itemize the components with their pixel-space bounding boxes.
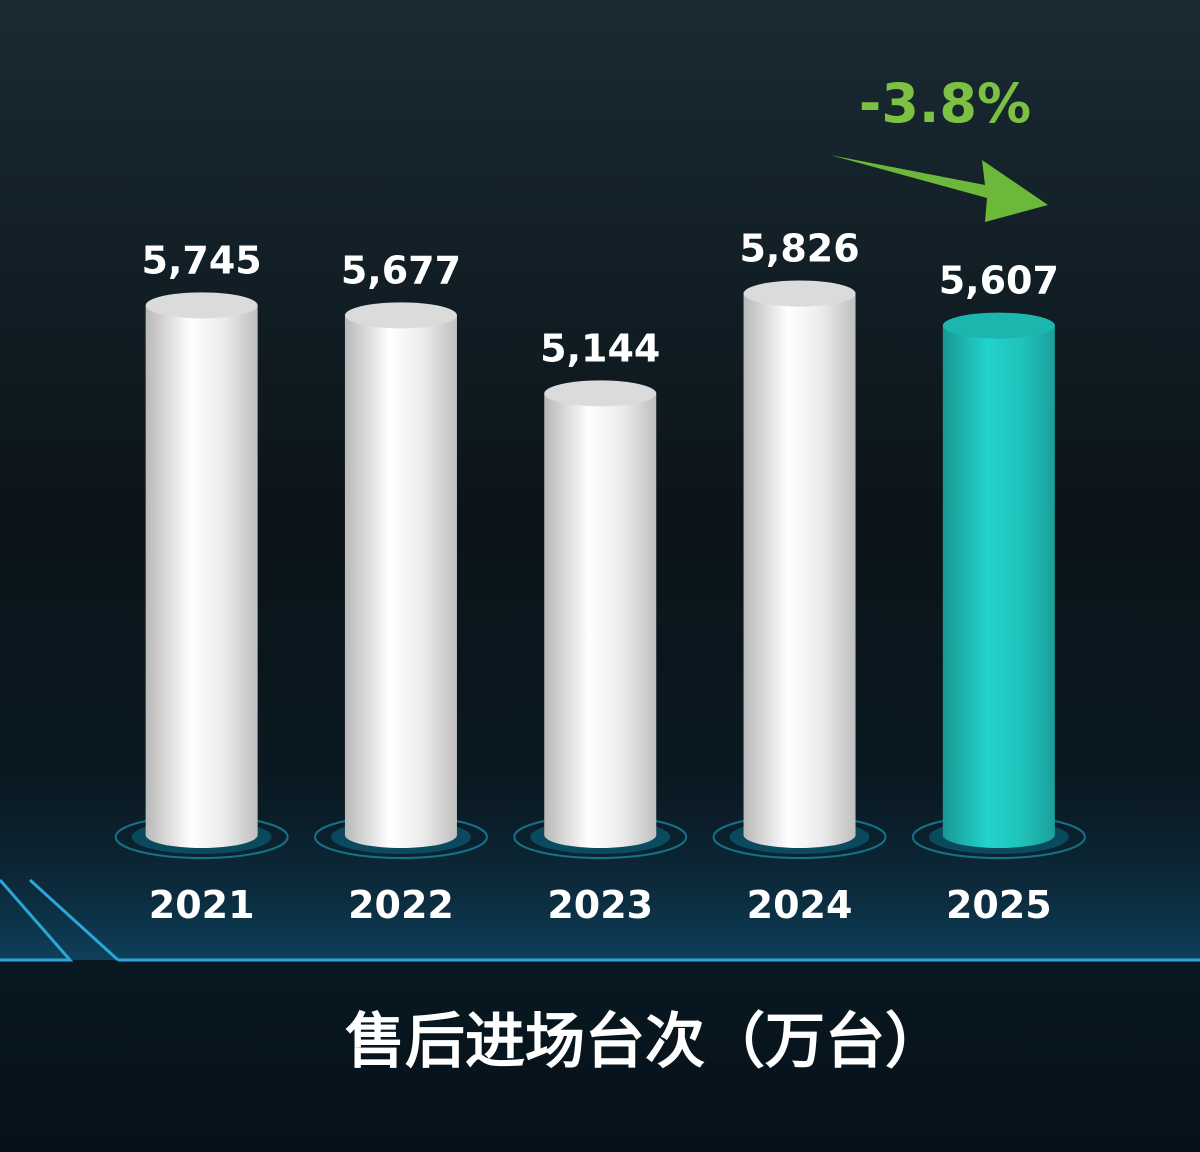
value-label: 5,677 <box>341 248 461 292</box>
platform-edge <box>28 878 120 962</box>
annotation: -3.8% <box>859 72 1031 135</box>
x-tick-label: 2023 <box>547 883 653 927</box>
cylinder-top <box>942 312 1055 339</box>
x-tick-label: 2022 <box>348 883 454 927</box>
cylinder-top <box>344 302 457 329</box>
cylinder-top <box>743 280 856 307</box>
bar <box>942 325 1055 835</box>
platform-edge <box>0 879 74 962</box>
x-tick-label: 2024 <box>747 883 853 927</box>
value-label: 5,745 <box>142 238 262 282</box>
platform <box>0 780 1200 960</box>
bar <box>344 315 457 835</box>
bar <box>544 393 657 835</box>
cylinder-top <box>544 380 657 407</box>
cylinder-top <box>145 292 258 319</box>
bar <box>145 305 258 835</box>
trend-arrow <box>830 155 1048 222</box>
chart-title: 售后进场台次（万台） <box>345 1007 945 1077</box>
value-label: 5,144 <box>540 326 660 370</box>
x-tick-label: 2021 <box>149 883 255 927</box>
x-tick-label: 2025 <box>946 883 1052 927</box>
value-label: 5,607 <box>939 259 1059 303</box>
bar <box>743 293 856 835</box>
value-label: 5,826 <box>739 226 859 270</box>
